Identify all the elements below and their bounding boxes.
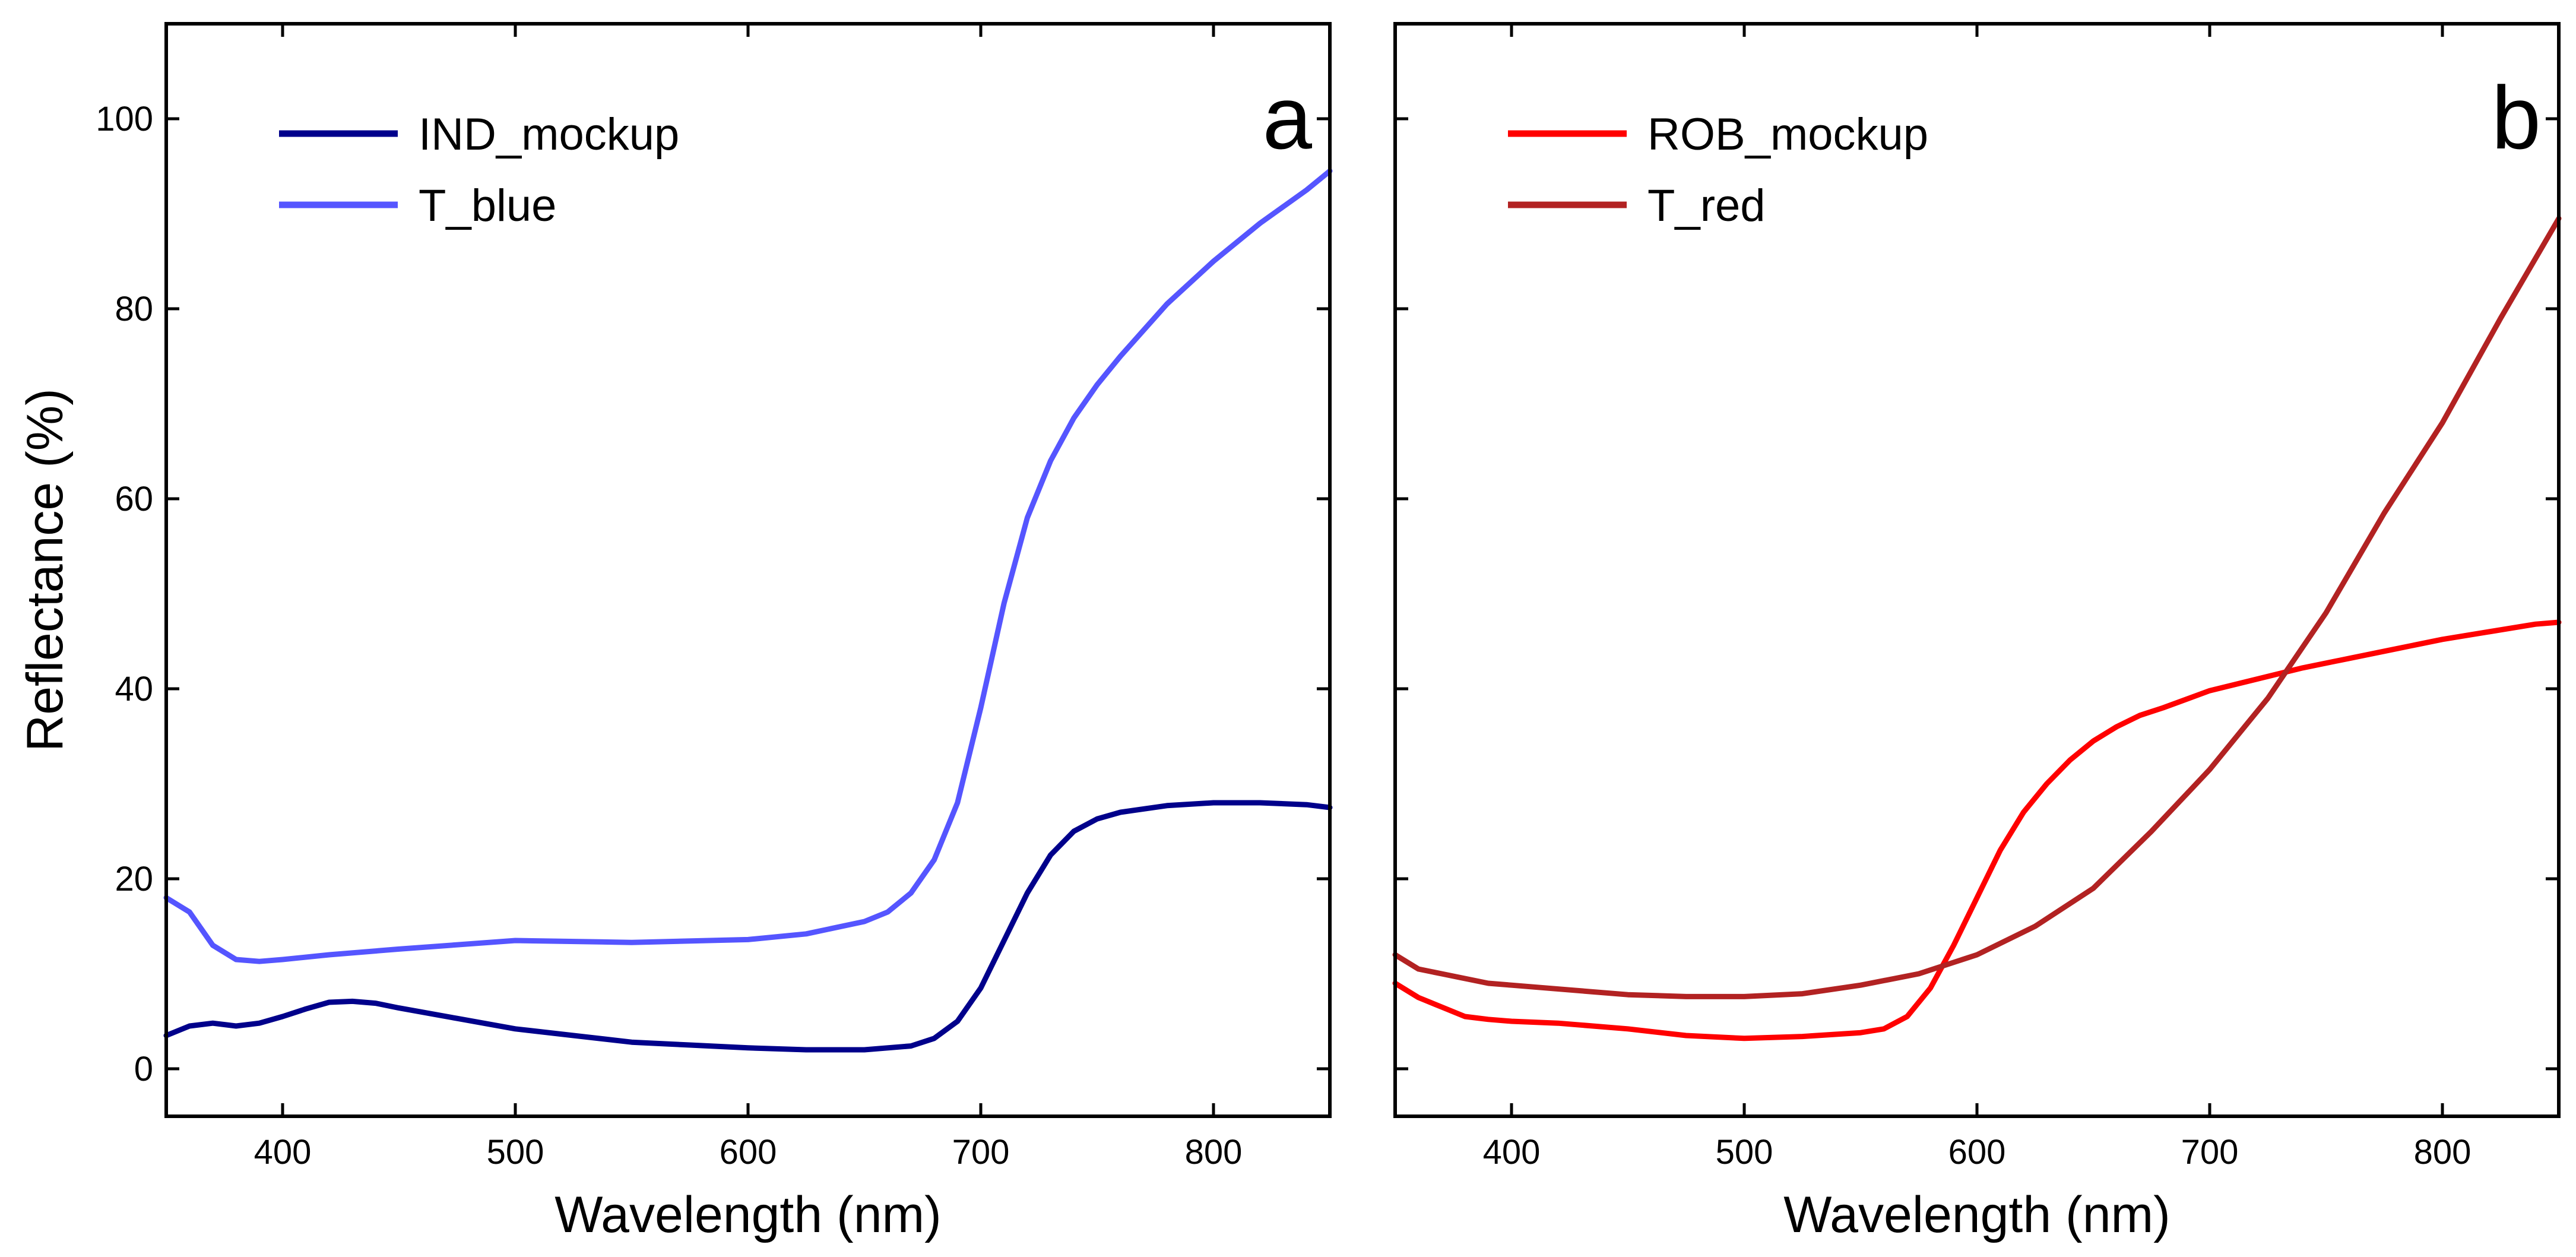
panel-letter: b [2492,68,2541,167]
series-line-T_red [1392,216,2562,999]
x-axis-label: Wavelength (nm) [1783,1186,2171,1243]
series-line-T_blue [163,168,1333,964]
x-tick-label: 800 [1185,1133,1243,1171]
x-tick-label: 800 [2414,1133,2472,1171]
x-tick-label: 500 [487,1133,544,1171]
panel-b: 400 500 600 700 800 Wavelength (nm) ROB_mockup… [1392,22,2562,1243]
x-tick-label: 600 [720,1133,777,1171]
legend-label: T_red [1647,181,1766,231]
x-tick-label: 500 [1716,1133,1773,1171]
y-tick-label: 60 [115,480,153,518]
x-tick-label: 600 [1948,1133,2006,1171]
y-tick-label: 40 [115,670,153,708]
x-tick-label: 400 [1483,1133,1541,1171]
legend-label: T_blue [419,181,556,231]
panel-letter: a [1263,68,1313,167]
x-tick-label: 700 [952,1133,1010,1171]
y-tick-label: 0 [134,1050,153,1088]
legend-label: ROB_mockup [1647,109,1928,160]
legend-label: IND_mockup [419,109,679,160]
y-axis-label: Reflectance (%) [17,388,74,752]
panel-a: 400 500 600 700 800 0 20 40 60 80 100 Wavelength (n… [17,22,1333,1243]
x-tick-label: 400 [254,1133,312,1171]
y-tick-label: 80 [115,290,153,328]
y-tick-label: 100 [96,100,153,138]
x-axis-label: Wavelength (nm) [555,1186,942,1243]
y-tick-label: 20 [115,860,153,898]
series-line-IND_mockup [163,800,1333,1053]
series-line-ROB_mockup [1392,619,2562,1041]
x-tick-label: 700 [2181,1133,2239,1171]
